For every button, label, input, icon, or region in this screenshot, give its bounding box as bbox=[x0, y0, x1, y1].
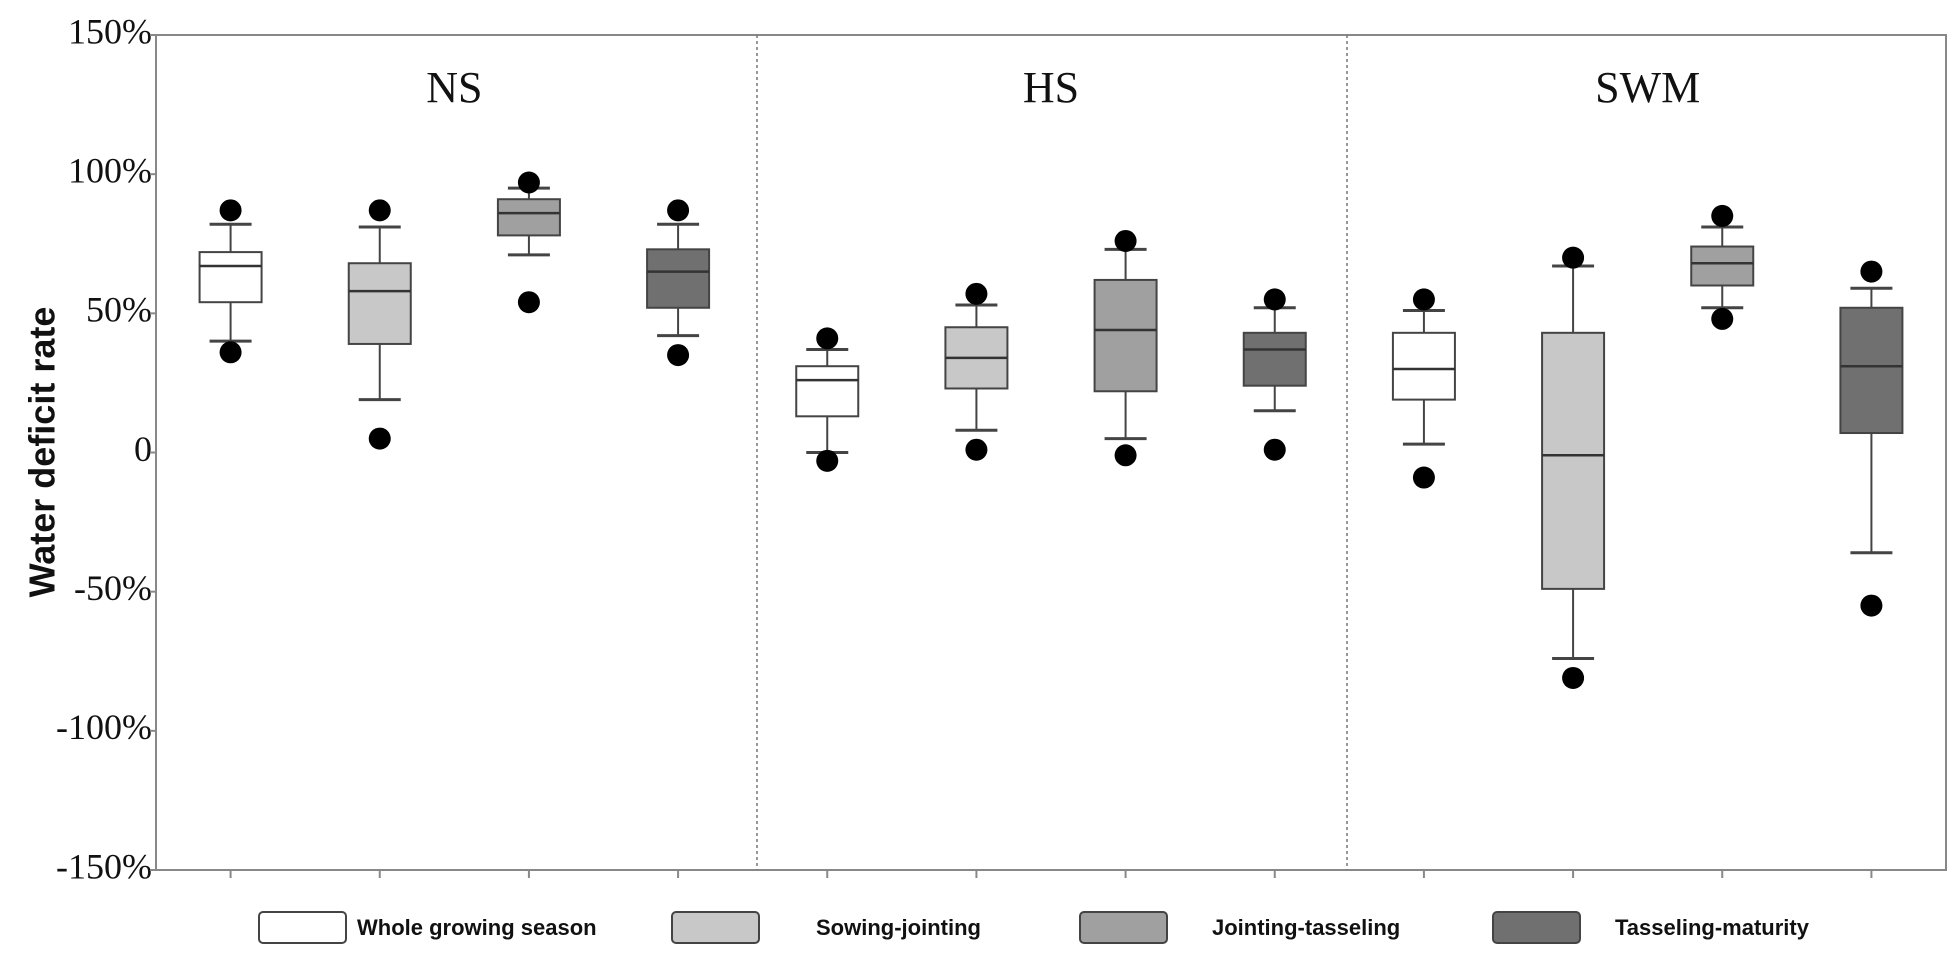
outlier bbox=[1412, 288, 1435, 311]
box bbox=[1242, 331, 1307, 387]
outlier bbox=[965, 438, 988, 461]
box bbox=[1391, 331, 1456, 401]
outlier bbox=[1860, 260, 1883, 283]
y-tick-label: -50% bbox=[74, 568, 152, 608]
outlier bbox=[517, 291, 540, 314]
outlier bbox=[1114, 444, 1137, 467]
legend-label: Jointing-tasseling bbox=[1212, 915, 1400, 940]
y-tick-label: 150% bbox=[68, 11, 152, 51]
legend-label: Whole growing season bbox=[357, 915, 597, 940]
legend-swatch bbox=[258, 911, 347, 944]
outlier bbox=[517, 171, 540, 194]
outlier bbox=[1114, 229, 1137, 252]
outlier bbox=[667, 344, 690, 367]
y-tick-label: 0 bbox=[134, 429, 152, 469]
y-tick-label: -150% bbox=[56, 846, 152, 886]
outlier bbox=[1562, 246, 1585, 269]
legend-swatch bbox=[671, 911, 760, 944]
outlier bbox=[816, 327, 839, 350]
group-label: NS bbox=[426, 63, 482, 112]
legend-swatch bbox=[1492, 911, 1581, 944]
box bbox=[1839, 306, 1904, 435]
outlier bbox=[1711, 307, 1734, 330]
legend-label: Tasseling-maturity bbox=[1615, 915, 1810, 940]
y-tick-label: -100% bbox=[56, 707, 152, 747]
outlier bbox=[1562, 666, 1585, 689]
legend-label: Sowing-jointing bbox=[816, 915, 981, 940]
box bbox=[1690, 245, 1755, 287]
group-label: HS bbox=[1023, 63, 1079, 112]
box bbox=[496, 198, 561, 237]
outlier bbox=[368, 199, 391, 222]
group-label: SWM bbox=[1595, 63, 1700, 112]
outlier bbox=[219, 341, 242, 364]
box bbox=[646, 248, 711, 309]
outlier bbox=[965, 282, 988, 305]
outlier bbox=[368, 427, 391, 450]
plot-frame bbox=[155, 34, 1947, 871]
box bbox=[795, 365, 860, 418]
outlier bbox=[219, 199, 242, 222]
y-axis-label: Water deficit rate bbox=[22, 307, 63, 598]
outlier bbox=[667, 199, 690, 222]
outlier bbox=[1263, 288, 1286, 311]
outlier bbox=[1711, 204, 1734, 227]
outlier bbox=[1412, 466, 1435, 489]
box bbox=[347, 262, 412, 345]
box bbox=[198, 251, 263, 304]
y-tick-label: 50% bbox=[86, 290, 152, 330]
outlier bbox=[816, 449, 839, 472]
legend-swatch bbox=[1079, 911, 1168, 944]
box bbox=[1093, 278, 1158, 393]
box bbox=[1541, 331, 1606, 590]
y-tick-label: 100% bbox=[68, 150, 152, 190]
outlier bbox=[1263, 438, 1286, 461]
outlier bbox=[1860, 594, 1883, 617]
